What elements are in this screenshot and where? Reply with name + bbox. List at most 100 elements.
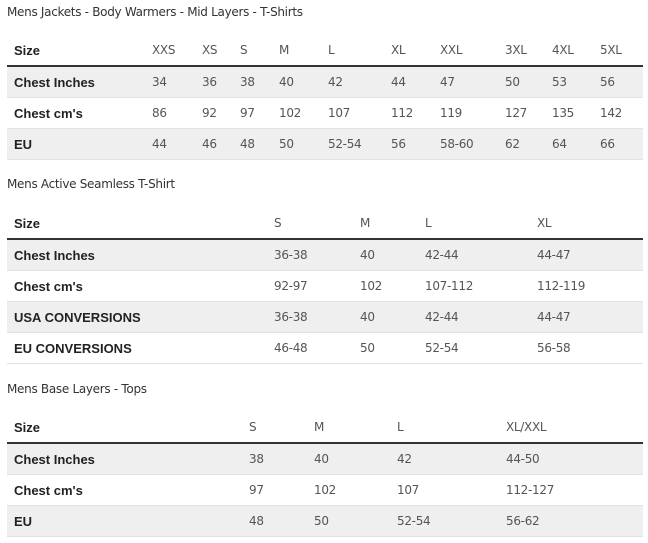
table-cell: 46 <box>202 137 217 151</box>
table-cell: 40 <box>314 452 329 466</box>
table-cell: L <box>328 43 335 57</box>
table-row: Chest cm's 97 102 107 112-127 <box>7 475 643 506</box>
table-title: Mens Jackets - Body Warmers - Mid Layers… <box>7 5 303 19</box>
table-cell: 4XL <box>552 43 574 57</box>
table-cell: 42-44 <box>425 248 459 262</box>
table-cell: 53 <box>552 75 567 89</box>
table-cell: 52-54 <box>397 514 431 528</box>
table-cell: 46-48 <box>274 341 308 355</box>
table-row: EU 48 50 52-54 56-62 <box>7 505 643 537</box>
table-cell: 36-38 <box>274 310 308 324</box>
table-cell: 42 <box>397 452 412 466</box>
table-cell: 47 <box>440 75 455 89</box>
table-row: EU CONVERSIONS 46-48 50 52-54 56-58 <box>7 333 643 364</box>
table-cell: M <box>279 43 290 57</box>
table-cell: 50 <box>279 137 294 151</box>
table-cell: 135 <box>552 106 575 120</box>
table-cell: 112 <box>391 106 414 120</box>
table-cell: 44-47 <box>537 248 571 262</box>
table-cell: S <box>240 43 248 57</box>
table-cell: M <box>360 216 371 230</box>
table-row: EU 44 46 48 50 52-54 56 58-60 62 64 66 <box>7 128 643 160</box>
size-table: Size S M L XL/XXL Chest Inches 38 40 42 44-50 Ches… <box>7 412 643 537</box>
size-table: Size S M L XL Chest Inches 36-38 40 42-44 44-47 Ch… <box>7 208 643 364</box>
table-cell: L <box>425 216 432 230</box>
table-cell: 44 <box>152 137 167 151</box>
table-row: Chest cm's 86 92 97 102 107 112 119 127 135 142 <box>7 98 643 129</box>
table-cell: 50 <box>505 75 520 89</box>
table-cell: 44-50 <box>506 452 540 466</box>
table-cell: 34 <box>152 75 167 89</box>
table-cell: 92-97 <box>274 279 308 293</box>
table-cell: 112-127 <box>506 483 555 497</box>
table-cell: 107-112 <box>425 279 474 293</box>
row-label: EU <box>14 513 33 529</box>
table-header-row: Size S M L XL/XXL <box>7 412 643 443</box>
table-cell: 44-47 <box>537 310 571 324</box>
table-cell: 40 <box>360 248 375 262</box>
table-cell: L <box>397 420 404 434</box>
table-cell: 56 <box>391 137 406 151</box>
table-cell: XS <box>202 43 218 57</box>
table-cell: 42-44 <box>425 310 459 324</box>
table-cell: 97 <box>249 483 264 497</box>
table-row: Chest Inches 34 36 38 40 42 44 47 50 53 56 <box>7 66 643 98</box>
table-cell: 52-54 <box>425 341 459 355</box>
table-row: Chest Inches 38 40 42 44-50 <box>7 443 643 475</box>
table-cell: 56-62 <box>506 514 540 528</box>
table-cell: XL <box>537 216 552 230</box>
table-cell: 102 <box>279 106 302 120</box>
row-label: EU CONVERSIONS <box>14 340 132 356</box>
table-cell: M <box>314 420 325 434</box>
row-label: Chest cm's <box>14 482 83 498</box>
table-cell: XL/XXL <box>506 420 547 434</box>
table-cell: 127 <box>505 106 528 120</box>
table-cell: 86 <box>152 106 167 120</box>
table-cell: 42 <box>328 75 343 89</box>
row-label: Chest Inches <box>14 74 95 90</box>
table-cell: 62 <box>505 137 520 151</box>
row-label: Chest cm's <box>14 278 83 294</box>
row-label: USA CONVERSIONS <box>14 309 141 325</box>
table-cell: 52-54 <box>328 137 362 151</box>
table-cell: 36 <box>202 75 217 89</box>
table-cell: 48 <box>240 137 255 151</box>
table-cell: 102 <box>360 279 383 293</box>
row-label: Size <box>14 419 41 435</box>
table-cell: 40 <box>279 75 294 89</box>
table-cell: 92 <box>202 106 217 120</box>
table-header-row: Size S M L XL <box>7 208 643 239</box>
table-cell: 5XL <box>600 43 622 57</box>
table-cell: S <box>249 420 257 434</box>
row-label: Chest cm's <box>14 105 83 121</box>
table-cell: 142 <box>600 106 623 120</box>
table-title: Mens Base Layers - Tops <box>7 382 147 396</box>
table-title: Mens Active Seamless T-Shirt <box>7 177 175 191</box>
table-cell: 50 <box>314 514 329 528</box>
table-cell: 56 <box>600 75 615 89</box>
table-cell: XXS <box>152 43 176 57</box>
table-cell: 38 <box>249 452 264 466</box>
table-cell: 48 <box>249 514 264 528</box>
table-cell: 36-38 <box>274 248 308 262</box>
table-cell: XL <box>391 43 406 57</box>
table-cell: 107 <box>397 483 420 497</box>
table-row: Chest Inches 36-38 40 42-44 44-47 <box>7 239 643 271</box>
table-cell: 40 <box>360 310 375 324</box>
table-row: Chest cm's 92-97 102 107-112 112-119 <box>7 271 643 302</box>
table-cell: 66 <box>600 137 615 151</box>
table-cell: 112-119 <box>537 279 586 293</box>
table-cell: 50 <box>360 341 375 355</box>
table-cell: 44 <box>391 75 406 89</box>
table-row: USA CONVERSIONS 36-38 40 42-44 44-47 <box>7 301 643 333</box>
table-cell: XXL <box>440 43 463 57</box>
row-label: Chest Inches <box>14 451 95 467</box>
table-cell: 102 <box>314 483 337 497</box>
row-label: Size <box>14 215 41 231</box>
row-label: Chest Inches <box>14 247 95 263</box>
size-table: Size XXS XS S M L XL XXL 3XL 4XL 5XL Chest Inches 34… <box>7 35 643 160</box>
table-cell: 107 <box>328 106 351 120</box>
table-cell: S <box>274 216 282 230</box>
table-cell: 58-60 <box>440 137 474 151</box>
row-label: EU <box>14 136 33 152</box>
